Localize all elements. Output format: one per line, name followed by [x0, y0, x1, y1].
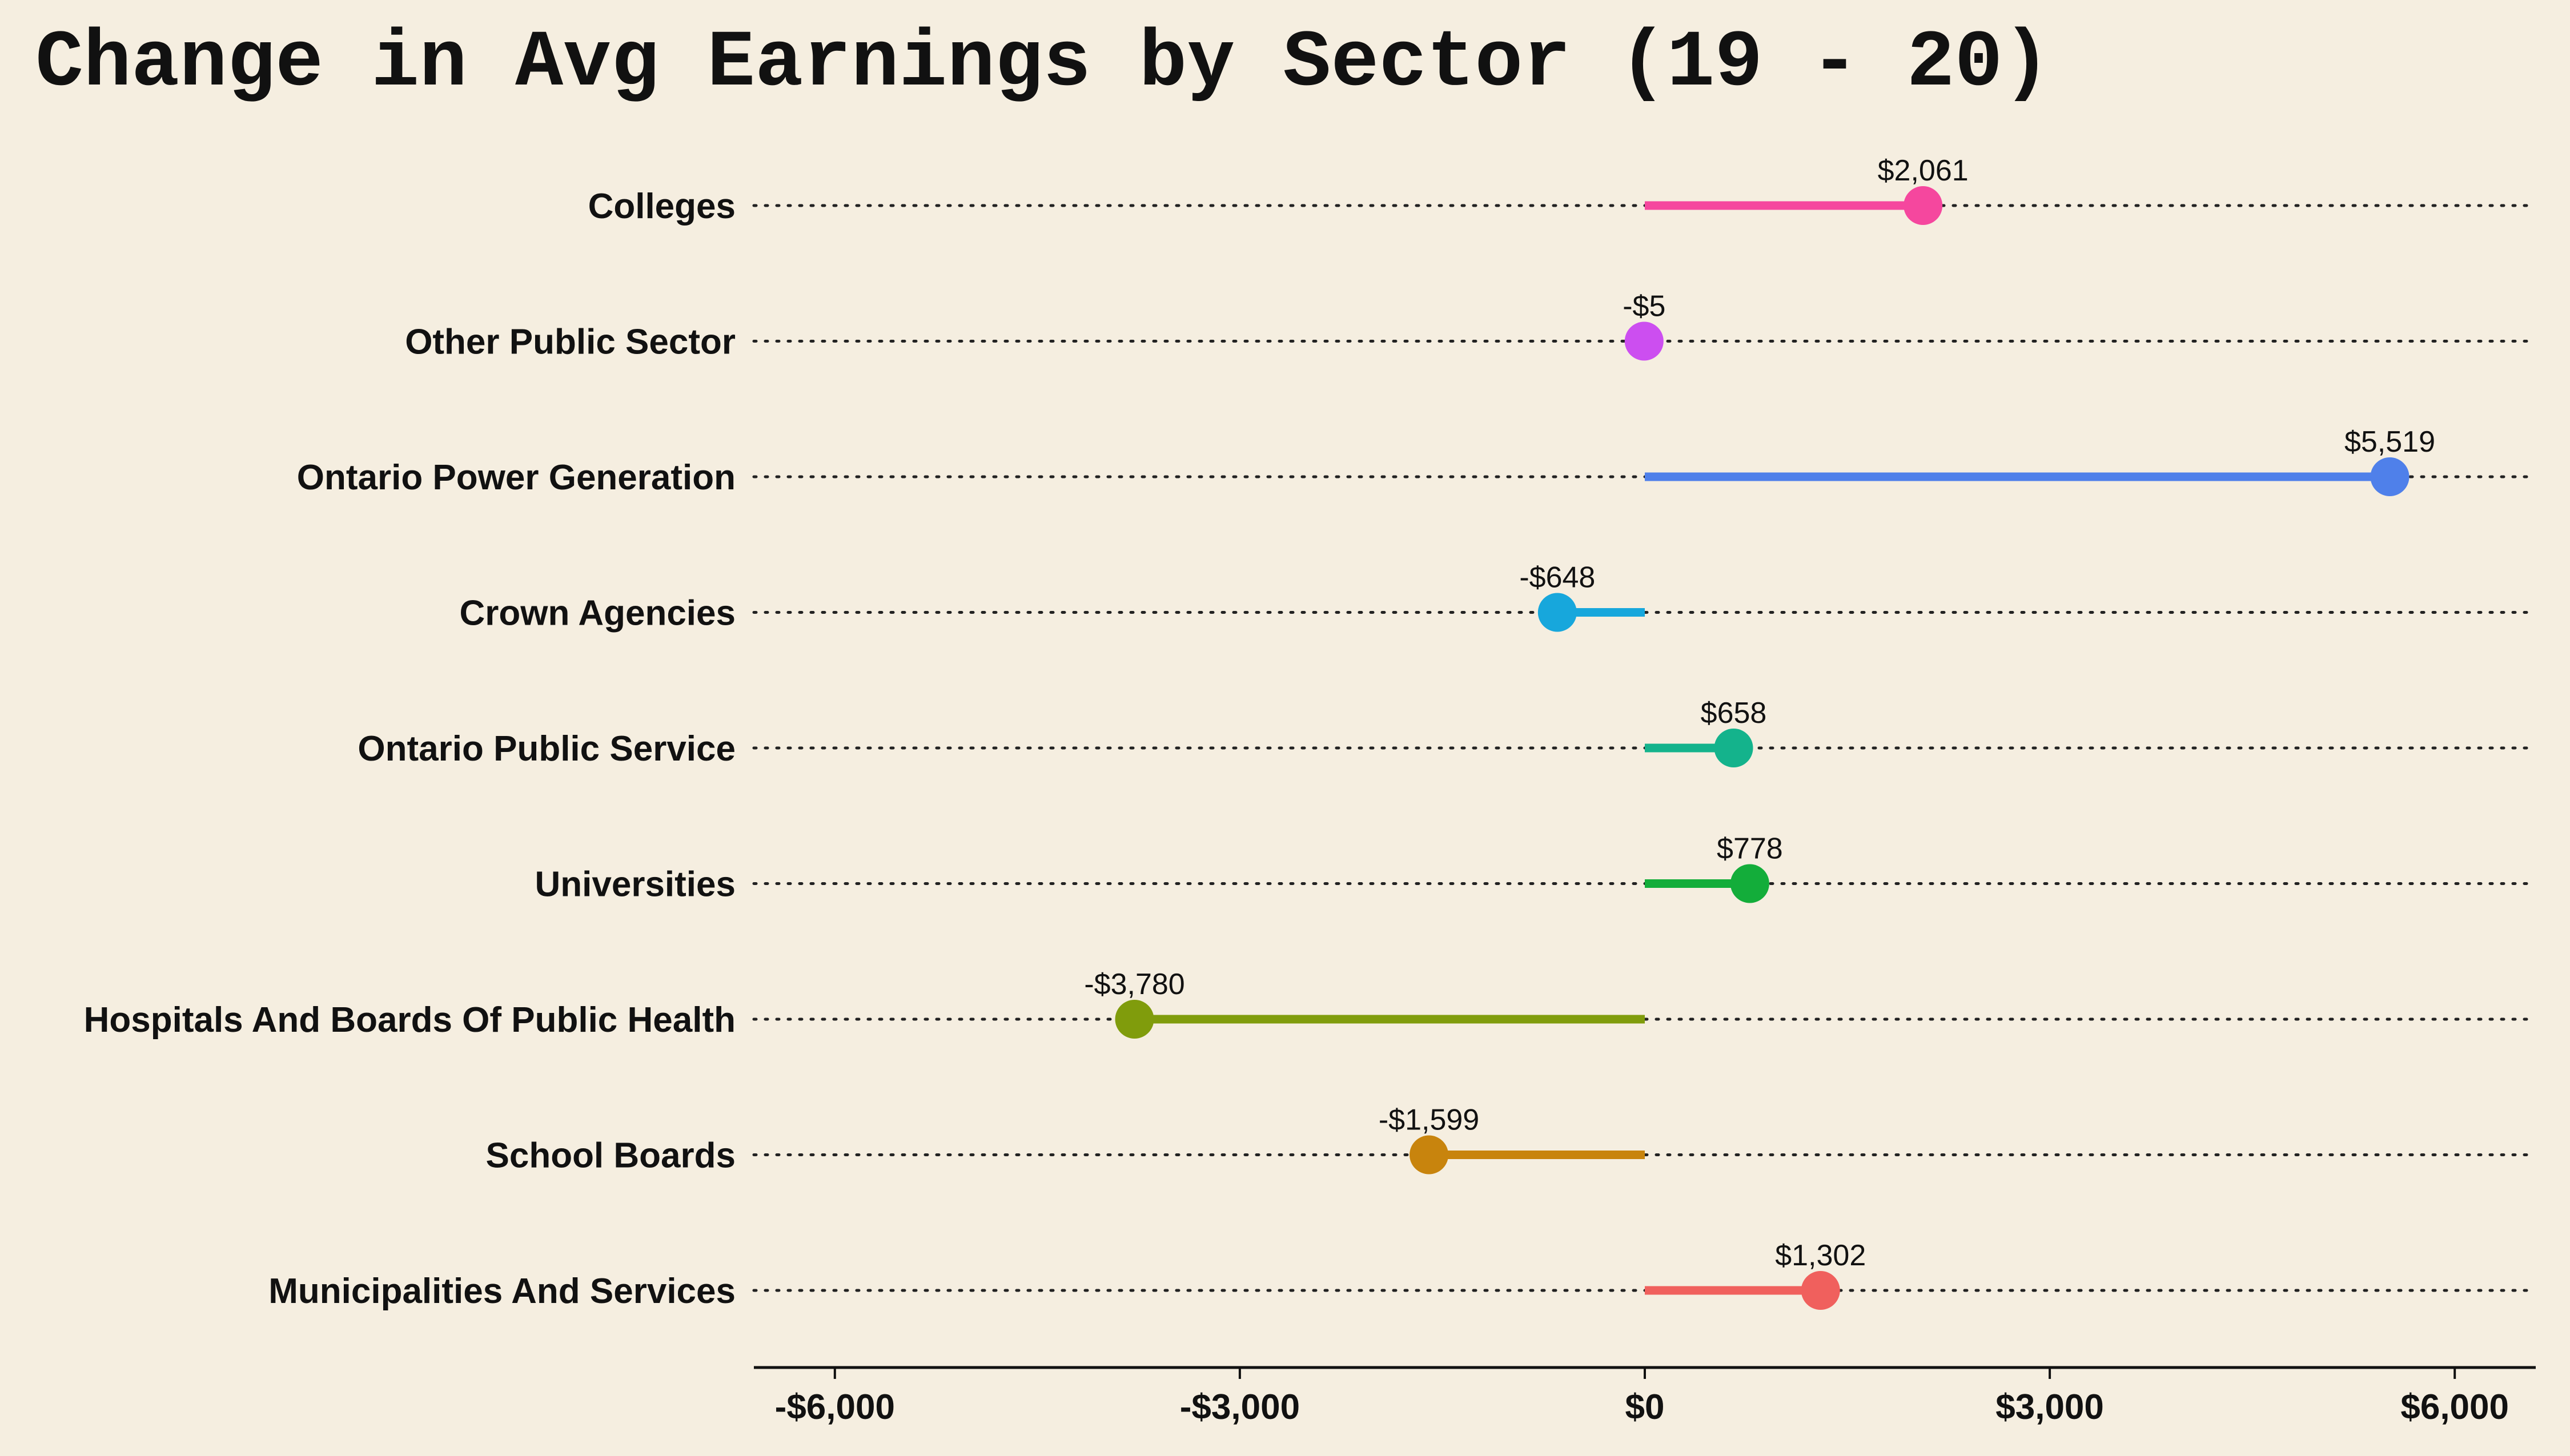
- dot-municipalities-and-services: [1801, 1271, 1840, 1310]
- dot-crown-agencies: [1537, 593, 1577, 632]
- dot-hospitals-and-boards-of-public-health: [1115, 1000, 1154, 1039]
- dot-school-boards: [1410, 1135, 1449, 1175]
- category-label-municipalities-and-services: Municipalities And Services: [268, 1272, 736, 1311]
- value-label-school-boards: -$1,599: [1379, 1104, 1479, 1137]
- lollipop-dots: [1115, 186, 2410, 1310]
- dot-other-public-sector: [1624, 321, 1664, 361]
- x-tick-label-4: $6,000: [2400, 1387, 2509, 1427]
- value-label-municipalities-and-services: $1,302: [1775, 1239, 1866, 1272]
- category-labels: Colleges Other Public Sector Ontario Power…: [84, 187, 736, 1311]
- value-label-ontario-power-generation: $5,519: [2344, 425, 2435, 458]
- value-label-other-public-sector: -$5: [1623, 290, 1665, 323]
- x-tick-label-0: -$6,000: [775, 1387, 895, 1427]
- x-axis-ticks: -$6,000 -$3,000 $0 $3,000 $6,000: [775, 1367, 2509, 1427]
- category-label-other-public-sector: Other Public Sector: [405, 323, 736, 362]
- category-label-colleges: Colleges: [588, 187, 736, 226]
- category-label-ontario-public-service: Ontario Public Service: [358, 729, 736, 769]
- x-tick-label-3: $3,000: [1995, 1387, 2104, 1427]
- category-label-ontario-power-generation: Ontario Power Generation: [297, 458, 736, 497]
- category-label-hospitals-and-boards-of-public-health: Hospitals And Boards Of Public Health: [84, 1000, 736, 1040]
- category-label-school-boards: School Boards: [485, 1136, 736, 1176]
- value-label-ontario-public-service: $658: [1701, 697, 1767, 730]
- dot-ontario-power-generation: [2370, 457, 2410, 496]
- value-label-crown-agencies: -$648: [1519, 561, 1595, 594]
- value-labels: $2,061 -$5 $5,519 -$648 $658 $778 -$3,780 -$1,5…: [1084, 154, 2435, 1272]
- x-tick-label-1: -$3,000: [1180, 1387, 1300, 1427]
- value-label-colleges: $2,061: [1878, 154, 1969, 187]
- dot-colleges: [1904, 186, 1943, 225]
- dot-universities: [1730, 864, 1769, 903]
- category-label-crown-agencies: Crown Agencies: [460, 594, 736, 633]
- value-label-hospitals-and-boards-of-public-health: -$3,780: [1084, 968, 1184, 1001]
- dot-ontario-public-service: [1714, 729, 1753, 767]
- category-label-universities: Universities: [535, 865, 736, 904]
- chart-title: Change in Avg Earnings by Sector (19 - 2…: [35, 18, 2051, 109]
- value-label-universities: $778: [1717, 832, 1783, 866]
- x-tick-label-2: $0: [1625, 1387, 1665, 1427]
